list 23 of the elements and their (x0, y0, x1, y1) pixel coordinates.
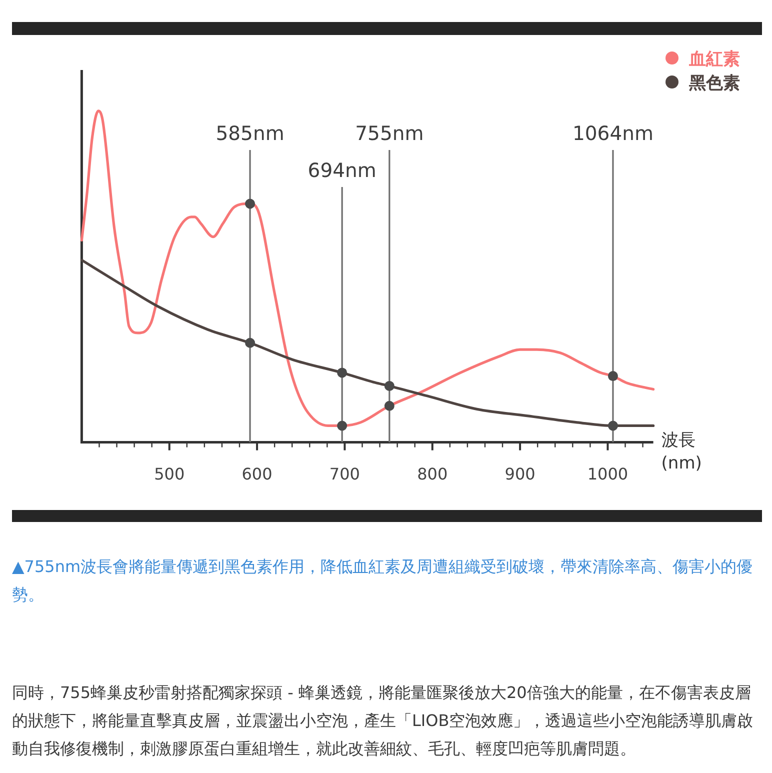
point (608, 420, 618, 431)
ref-line-label: 585nm (216, 122, 284, 145)
legend-label: 黑色素 (688, 74, 740, 94)
x-tick-label: 500 (154, 464, 185, 484)
x-axis-title: 波長 (nm) (661, 430, 702, 474)
text: ▲755nm波長會將能量傳遞到黑色素作用，降低血紅素及周遭組織受到破壞，帶來清除率高、傷害小的優勢。 (12, 556, 754, 606)
point (337, 368, 348, 378)
text: 同時，755蜂巢皮秒雷射搭配獨家探頭 - 蜂巢透鏡，將能量匯聚後放大20倍強大的能量，在不傷害表皮層的狀態下，將能量直擊真皮層，並震盪出小空泡，產生「LIOB空泡效應」，透過這些小空泡能誘導肌膚啟動自我修復機制，刺激膠原蛋白重組增生，就此改善細紋、毛孔、輕度凹疤等肌膚問題。 (12, 682, 754, 760)
point (245, 198, 256, 209)
point (384, 400, 394, 411)
x-tick-label: 1000 (587, 464, 628, 484)
legend-label: 血紅素 (688, 50, 740, 70)
point (384, 380, 394, 391)
x-tick-label: 900 (504, 464, 536, 484)
point (245, 338, 256, 348)
ref-line-label: 755nm (355, 122, 424, 145)
x-tick-label: 700 (329, 464, 360, 484)
point (608, 371, 618, 382)
ref-line-label: 694nm (308, 159, 376, 182)
ref-line-label: 1064nm (572, 122, 654, 145)
x-tick-label: 800 (417, 464, 448, 484)
x-tick-label: 600 (242, 464, 272, 484)
point (337, 420, 348, 431)
